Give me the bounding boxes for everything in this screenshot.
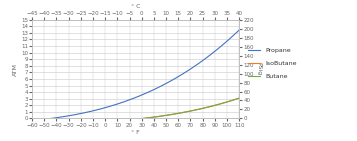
Butane <box>232 99 236 101</box>
Y-axis label: PSig: PSig <box>257 62 262 76</box>
IsoButane <box>237 97 241 99</box>
Butane <box>200 108 204 109</box>
Y-axis label: ATM: ATM <box>13 63 18 76</box>
IsoButane <box>130 119 134 120</box>
X-axis label: ° C: ° C <box>131 4 140 9</box>
Butane <box>130 119 134 120</box>
Line: Propane: Propane <box>32 30 239 121</box>
Butane <box>153 116 157 118</box>
Line: Butane: Butane <box>32 98 239 125</box>
IsoButane <box>200 108 204 109</box>
Propane <box>130 98 134 100</box>
IsoButane <box>142 117 146 119</box>
X-axis label: ° F: ° F <box>131 130 140 135</box>
IsoButane <box>232 99 236 101</box>
Butane <box>237 97 241 99</box>
IsoButane <box>128 119 132 121</box>
Legend: Propane, IsoButane, Butane: Propane, IsoButane, Butane <box>248 48 297 79</box>
Propane <box>232 34 236 36</box>
Butane <box>142 117 146 119</box>
Butane <box>128 119 132 121</box>
Propane <box>200 60 204 62</box>
Propane <box>128 99 132 100</box>
Propane <box>237 29 241 31</box>
IsoButane <box>153 116 157 118</box>
Line: IsoButane: IsoButane <box>32 98 239 125</box>
IsoButane <box>30 124 34 125</box>
Butane <box>30 124 34 125</box>
Propane <box>30 120 34 122</box>
Propane <box>142 93 146 95</box>
Propane <box>153 88 157 90</box>
